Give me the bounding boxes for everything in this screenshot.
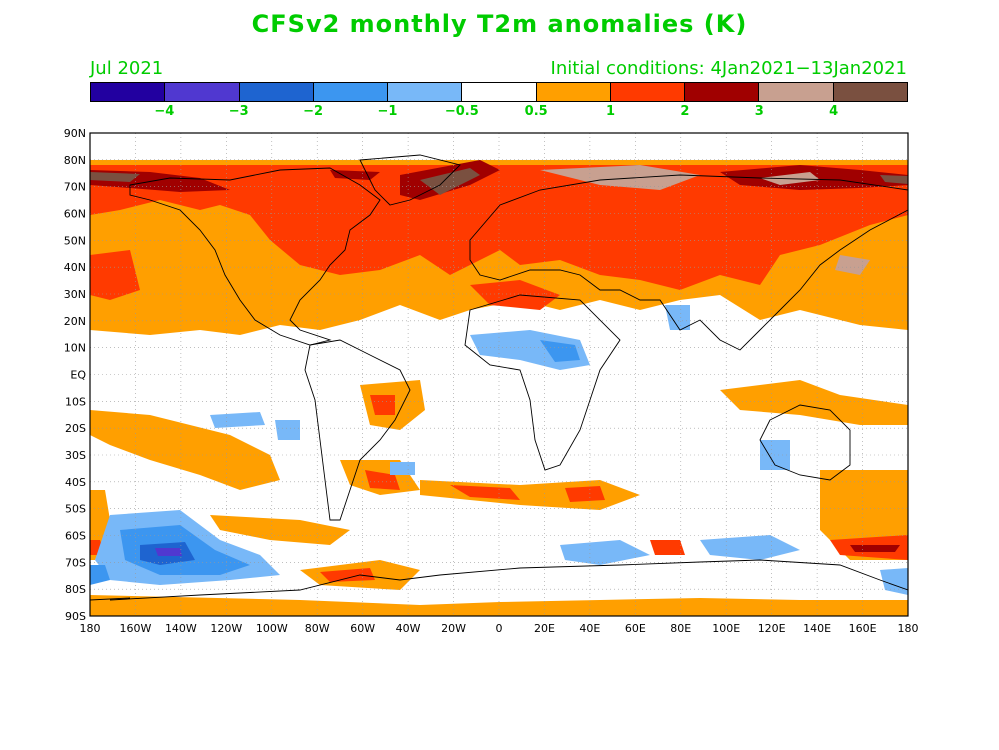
color-bar-swatch	[610, 83, 686, 101]
color-bar	[90, 82, 908, 102]
color-bar-swatch	[462, 83, 537, 101]
latitude-label: 40N	[64, 261, 86, 274]
latitude-label: 40S	[65, 476, 86, 489]
color-bar-tick-label: 2	[680, 104, 690, 119]
latitude-label: 80S	[65, 583, 86, 596]
color-bar-swatch	[833, 83, 907, 101]
color-bar-swatch	[165, 83, 240, 101]
latitude-label: 90N	[64, 127, 86, 140]
latitude-label: EQ	[70, 369, 86, 382]
color-bar-swatch	[685, 83, 760, 101]
latitude-label: 50N	[64, 234, 86, 247]
latitude-label: 20N	[64, 315, 86, 328]
map-frame	[89, 132, 909, 617]
longitude-label: 120E	[758, 622, 786, 635]
longitude-label: 100E	[712, 622, 740, 635]
longitude-label: 80W	[305, 622, 330, 635]
latitude-label: 90S	[65, 610, 86, 623]
latitude-label: 10N	[64, 342, 86, 355]
latitude-label: 70N	[64, 181, 86, 194]
longitude-label: 180	[898, 622, 919, 635]
color-bar-tick-label: −3	[228, 104, 249, 119]
color-bar-swatch	[313, 83, 389, 101]
latitude-label: 30N	[64, 288, 86, 301]
longitude-label: 100W	[256, 622, 288, 635]
longitude-label: 140W	[165, 622, 197, 635]
longitude-label: 40W	[396, 622, 421, 635]
longitude-label: 60W	[350, 622, 375, 635]
longitude-label: 20W	[441, 622, 466, 635]
color-bar-tick-label: 0.5	[524, 104, 548, 119]
color-bar-tick-label: 4	[829, 104, 839, 119]
graticule	[90, 133, 908, 616]
longitude-label: 80E	[670, 622, 691, 635]
longitude-label: 0	[496, 622, 503, 635]
longitude-label: 40E	[579, 622, 600, 635]
color-bar-tick-label: −1	[377, 104, 398, 119]
color-bar-tick-label: 1	[606, 104, 616, 119]
latitude-label: 60S	[65, 530, 86, 543]
coastlines	[90, 154, 908, 601]
latitude-label: 20S	[65, 422, 86, 435]
longitude-label: 160E	[849, 622, 877, 635]
initial-conditions-label: Initial conditions: 4Jan2021−13Jan2021	[550, 58, 907, 79]
color-bar-swatch	[239, 83, 314, 101]
longitude-label: 160W	[120, 622, 152, 635]
longitude-labels: 180 160W 140W 120W 100W 80W 60W 40W 20W 0 20E 40E 60…	[80, 622, 919, 635]
longitude-label: 180	[80, 622, 101, 635]
color-bar-swatch	[91, 83, 166, 101]
longitude-label: 20E	[534, 622, 555, 635]
map-title: CFSv2 monthly T2m anomalies (K)	[251, 10, 748, 38]
longitude-label: 60E	[625, 622, 646, 635]
latitude-label: 80N	[64, 154, 86, 167]
latitude-label: 60N	[64, 208, 86, 221]
longitude-label: 120W	[210, 622, 242, 635]
latitude-label: 30S	[65, 449, 86, 462]
latitude-label: 50S	[65, 503, 86, 516]
latitude-label: 70S	[65, 556, 86, 569]
color-bar-swatch	[759, 83, 834, 101]
color-bar-tick-label: −0.5	[444, 104, 479, 119]
latitude-labels: 90N 80N 70N 60N 50N 40N 30N 20N 10N EQ 10S 20S 30S 40…	[64, 127, 87, 623]
color-bar-swatch	[388, 83, 463, 101]
valid-month-label: Jul 2021	[90, 58, 164, 79]
color-bar-swatch	[536, 83, 611, 101]
color-bar-tick-label: 3	[754, 104, 764, 119]
latitude-label: 10S	[65, 395, 86, 408]
color-bar-tick-label: −2	[303, 104, 324, 119]
color-bar-tick-label: −4	[154, 104, 175, 119]
longitude-label: 140E	[803, 622, 831, 635]
